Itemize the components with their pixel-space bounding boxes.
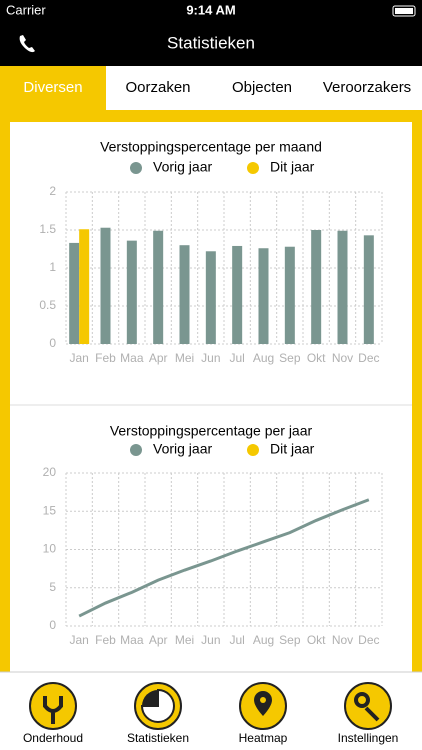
x-tick-label: Jan [69, 633, 88, 647]
bar [126, 240, 137, 344]
carrier: Carrier [6, 2, 46, 17]
bar [205, 251, 216, 344]
bar [311, 230, 322, 344]
x-tick-label: Nov [332, 633, 353, 647]
x-tick-label: Jul [229, 351, 244, 365]
legend-dot [247, 162, 259, 174]
legend-label: Vorig jaar [153, 159, 212, 175]
chart-title: Verstoppingspercentage per maand [100, 139, 322, 155]
icon-instellingen[interactable] [344, 682, 392, 730]
x-tick-label: Dec [358, 351, 379, 365]
legend-dot [130, 162, 142, 174]
tab-active[interactable] [0, 66, 106, 110]
bar [100, 227, 111, 344]
icon-glyph [254, 691, 272, 716]
legend-dot [130, 444, 142, 456]
bar [179, 245, 190, 344]
icon-glyph [354, 692, 370, 708]
top-bar [0, 0, 422, 66]
bar [232, 245, 243, 344]
y-tick-label: 20 [43, 465, 57, 479]
y-tick-label: 0.5 [39, 298, 56, 312]
icon-glyph [140, 688, 175, 723]
bar [363, 235, 374, 344]
bar [79, 229, 90, 344]
icon-glyph [142, 690, 158, 706]
x-tick-label: Jun [201, 351, 220, 365]
icon-glyph [43, 696, 63, 724]
y-tick-label: 1.5 [39, 222, 56, 236]
x-tick-label: Jul [229, 633, 244, 647]
bar [284, 246, 295, 344]
tab-bar-label[interactable]: Onderhoud [23, 731, 83, 745]
x-tick-label: Sep [279, 633, 301, 647]
card [10, 122, 412, 672]
x-tick-label: Sep [279, 351, 301, 365]
y-tick-label: 5 [49, 580, 56, 594]
tab[interactable]: Oorzaken [125, 79, 190, 96]
bar [258, 248, 269, 344]
x-tick-label: Aug [253, 351, 274, 365]
chart-title: Verstoppingspercentage per jaar [110, 423, 313, 439]
x-tick-label: Feb [95, 633, 116, 647]
tab-bar-label[interactable]: Statistieken [127, 731, 189, 745]
x-tick-label: Feb [95, 351, 116, 365]
bar [153, 230, 164, 344]
x-tick-label: Apr [149, 633, 168, 647]
icon-onderhoud[interactable] [29, 682, 77, 730]
y-tick-label: 0 [49, 618, 56, 632]
line [78, 498, 370, 618]
tab[interactable]: Objecten [232, 79, 292, 96]
legend-label: Dit jaar [270, 159, 315, 175]
x-tick-label: Jun [201, 633, 220, 647]
x-tick-label: Dec [358, 633, 379, 647]
icon-glyph [260, 697, 266, 703]
x-tick-label: Aug [253, 633, 274, 647]
x-tick-label: Nov [332, 351, 353, 365]
battery [392, 5, 416, 17]
legend-label: Vorig jaar [153, 441, 212, 457]
y-tick-label: 1 [49, 260, 56, 274]
phone-icon[interactable] [19, 35, 35, 53]
tab[interactable]: Diversen [23, 79, 82, 96]
legend-label: Dit jaar [270, 441, 315, 457]
y-tick-label: 0 [49, 336, 56, 350]
bar [69, 242, 80, 344]
y-tick-label: 15 [43, 503, 57, 517]
header-title: Statistieken [167, 33, 255, 52]
x-tick-label: Mei [175, 633, 194, 647]
x-tick-label: Apr [149, 351, 168, 365]
bar [337, 230, 348, 344]
x-tick-label: Maa [120, 633, 144, 647]
x-tick-label: Okt [307, 633, 326, 647]
x-tick-label: Mei [175, 351, 194, 365]
y-tick-label: 2 [49, 184, 56, 198]
legend-dot [247, 444, 259, 456]
tab-icons [29, 682, 392, 730]
x-tick-label: Jan [69, 351, 88, 365]
tab[interactable]: Veroorzakers [323, 79, 411, 96]
icon-glyph [364, 706, 380, 722]
battery-level [395, 8, 413, 14]
x-tick-label: Okt [307, 351, 326, 365]
tab-bar-label[interactable]: Instellingen [338, 731, 399, 745]
y-tick-label: 10 [43, 542, 57, 556]
time: 9:14 AM [186, 2, 235, 17]
tab-bar-label[interactable]: Heatmap [239, 731, 288, 745]
x-tick-label: Maa [120, 351, 144, 365]
